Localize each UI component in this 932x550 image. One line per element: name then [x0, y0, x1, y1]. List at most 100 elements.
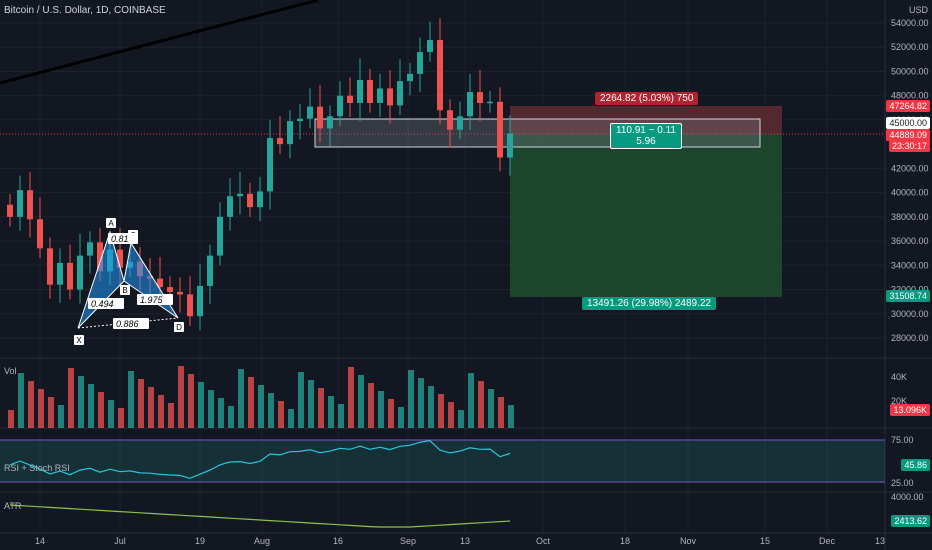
candle-body — [337, 95, 343, 117]
target-zone — [510, 134, 782, 297]
bar-countdown: 23:30:17 — [888, 140, 930, 152]
candle-body — [187, 294, 193, 317]
volume-bar — [178, 366, 184, 428]
volume-bar — [228, 406, 234, 428]
target-zone-label: 13491.26 (29.98%) 2489.22 — [582, 297, 716, 310]
time-axis-tick: 19 — [195, 536, 205, 546]
candle-body — [47, 248, 53, 285]
volume-bar — [8, 410, 14, 428]
volume-pane-title: Vol — [4, 366, 17, 376]
volume-bar — [308, 380, 314, 428]
volume-bar — [408, 370, 414, 428]
candle-body — [487, 101, 493, 104]
pattern-ratio-box — [113, 318, 149, 329]
pattern-point-box — [74, 335, 84, 345]
pattern-point-X: X — [76, 336, 82, 345]
position-center-label: 110.91 ~ 0.11 5.96 — [610, 123, 682, 149]
candle-body — [7, 204, 13, 217]
time-axis-tick: Dec — [819, 536, 836, 546]
currency-label: USD — [908, 5, 928, 15]
volume-bar — [98, 392, 104, 428]
volume-bar — [288, 409, 294, 428]
candle-body — [457, 116, 463, 130]
position-center-line-2: 5.96 — [636, 136, 656, 147]
volume-bar — [498, 397, 504, 428]
candle-body — [17, 190, 23, 217]
volume-bar — [248, 377, 254, 428]
time-axis-tick: 14 — [35, 536, 45, 546]
volume-bar — [278, 401, 284, 428]
volume-axis-tick: 40K — [891, 372, 907, 382]
volume-bar — [418, 378, 424, 428]
price-axis-tick: 42000.00 — [891, 163, 929, 173]
volume-bar — [258, 385, 264, 428]
price-axis-tick: 52000.00 — [891, 42, 929, 52]
volume-bar — [68, 368, 74, 428]
time-axis-tick: 15 — [760, 536, 770, 546]
candle-body — [327, 116, 333, 129]
price-axis-tick: 54000.00 — [891, 18, 929, 28]
volume-bar — [28, 381, 34, 428]
volume-bar — [318, 388, 324, 428]
volume-bar — [158, 395, 164, 428]
position-center-line-1: 110.91 ~ 0.11 — [616, 125, 676, 136]
candle-body — [217, 216, 223, 256]
atr-pane-title: ATR — [4, 501, 22, 511]
volume-bar — [208, 390, 214, 428]
price-axis-tick: 30000.00 — [891, 309, 929, 319]
candle-body — [57, 262, 63, 285]
candle-body — [507, 133, 513, 158]
volume-bar — [38, 389, 44, 428]
candle-body — [307, 106, 313, 119]
price-axis-tick: 48000.00 — [891, 91, 929, 101]
candle-body — [407, 73, 413, 82]
atr-line — [9, 504, 511, 528]
volume-bar — [58, 405, 64, 428]
candle-body — [297, 118, 303, 122]
volume-bar — [368, 383, 374, 428]
volume-bar — [328, 396, 334, 428]
symbol-title: Bitcoin / U.S. Dollar, 1D, COINBASE — [4, 5, 166, 16]
price-axis-tick: 36000.00 — [891, 236, 929, 246]
price-axis-tick: 50000.00 — [891, 66, 929, 76]
rsi-pane-title: RSI + Stoch RSI — [4, 463, 70, 473]
volume-bar — [358, 375, 364, 428]
candle-body — [377, 88, 383, 103]
time-axis-tick: Oct — [536, 536, 551, 546]
candle-body — [157, 278, 163, 288]
pattern-ratio-label: 1.975 — [140, 295, 164, 305]
rsi-line — [9, 440, 511, 479]
pattern-ratio-label: 0.494 — [91, 299, 114, 309]
pattern-ratio-label: 0.886 — [116, 319, 139, 329]
volume-bar — [388, 399, 394, 428]
target-price-tag: 31508.74 — [886, 290, 930, 302]
range-rectangle — [314, 118, 761, 148]
volume-bar — [168, 403, 174, 428]
volume-value-tag: 13.096K — [890, 404, 930, 416]
candle-body — [417, 52, 423, 74]
time-axis-tick: 13 — [875, 536, 885, 546]
candle-body — [287, 121, 293, 145]
atr-value-tag: 2413.62 — [891, 515, 930, 527]
pattern-point-box — [174, 322, 184, 332]
candle-body — [477, 92, 483, 103]
candle-body — [117, 249, 123, 268]
pattern-point-box — [106, 218, 116, 228]
volume-bar — [478, 381, 484, 428]
stop-zone-label: 2264.82 (5.03%) 750 — [595, 92, 699, 105]
volume-bar — [128, 371, 134, 428]
candle-body — [257, 191, 263, 208]
candle-body — [247, 193, 253, 208]
candle-body — [27, 190, 33, 220]
volume-bars — [8, 366, 514, 428]
candle-body — [397, 81, 403, 106]
candle-body — [207, 255, 213, 286]
volume-bar — [378, 391, 384, 428]
candle-body — [37, 219, 43, 249]
volume-bar — [88, 384, 94, 428]
candle-body — [467, 92, 473, 117]
candle-body — [77, 255, 83, 290]
volume-bar — [268, 393, 274, 428]
candle-body — [277, 138, 283, 145]
